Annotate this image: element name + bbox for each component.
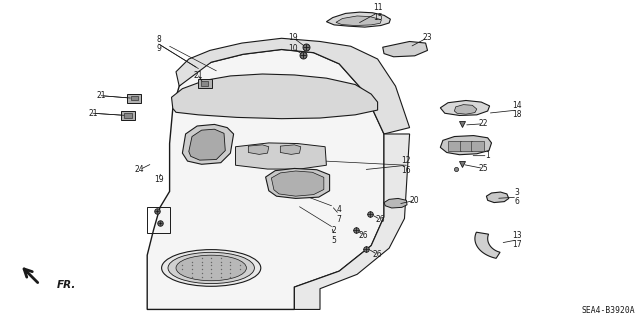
Text: 12
16: 12 16 (401, 156, 412, 174)
Polygon shape (124, 113, 132, 118)
Text: 25: 25 (478, 164, 488, 173)
Text: SEA4-B3920A: SEA4-B3920A (581, 306, 635, 315)
Text: 19: 19 (154, 175, 164, 184)
Polygon shape (147, 49, 384, 309)
Polygon shape (383, 41, 428, 57)
Polygon shape (271, 171, 324, 196)
Polygon shape (326, 12, 390, 27)
Text: 26: 26 (372, 250, 383, 259)
Text: 26: 26 (375, 215, 385, 224)
Text: FR.: FR. (56, 279, 76, 290)
Ellipse shape (168, 252, 255, 284)
Polygon shape (266, 168, 330, 198)
Polygon shape (236, 143, 326, 169)
Polygon shape (176, 38, 410, 134)
Polygon shape (189, 129, 225, 160)
Text: 2
5: 2 5 (332, 226, 337, 245)
Text: 21: 21 (97, 91, 106, 100)
Polygon shape (294, 134, 410, 309)
Polygon shape (448, 141, 461, 151)
Polygon shape (131, 96, 138, 100)
Polygon shape (248, 145, 269, 154)
Polygon shape (486, 192, 509, 203)
Text: 8
9: 8 9 (156, 35, 161, 53)
Text: 21: 21 (88, 109, 97, 118)
Polygon shape (440, 136, 492, 155)
Text: 3
6: 3 6 (515, 188, 520, 206)
Text: 10: 10 (288, 44, 298, 53)
Text: 11
15: 11 15 (372, 4, 383, 22)
Polygon shape (440, 100, 490, 115)
Polygon shape (182, 124, 234, 164)
Text: 23: 23 (422, 33, 433, 42)
Text: 21: 21 (194, 71, 203, 80)
Polygon shape (121, 111, 135, 120)
Polygon shape (127, 94, 141, 103)
Text: 19: 19 (288, 33, 298, 42)
Polygon shape (336, 16, 381, 26)
Polygon shape (471, 141, 484, 151)
Text: 14
18: 14 18 (512, 101, 522, 119)
Ellipse shape (162, 249, 261, 286)
Polygon shape (280, 145, 301, 154)
Text: 4
7: 4 7 (337, 205, 342, 224)
Text: 20: 20 (410, 196, 420, 205)
Text: 22: 22 (479, 119, 488, 128)
Text: 24: 24 (134, 165, 145, 174)
Polygon shape (201, 81, 209, 86)
Text: 1: 1 (485, 151, 490, 160)
Polygon shape (198, 79, 212, 88)
Polygon shape (454, 105, 477, 114)
Text: 13
17: 13 17 (512, 231, 522, 249)
Text: 26: 26 (358, 231, 369, 240)
Polygon shape (460, 141, 472, 151)
Polygon shape (172, 74, 378, 119)
Polygon shape (384, 198, 407, 208)
Polygon shape (475, 232, 500, 258)
Ellipse shape (176, 255, 246, 281)
